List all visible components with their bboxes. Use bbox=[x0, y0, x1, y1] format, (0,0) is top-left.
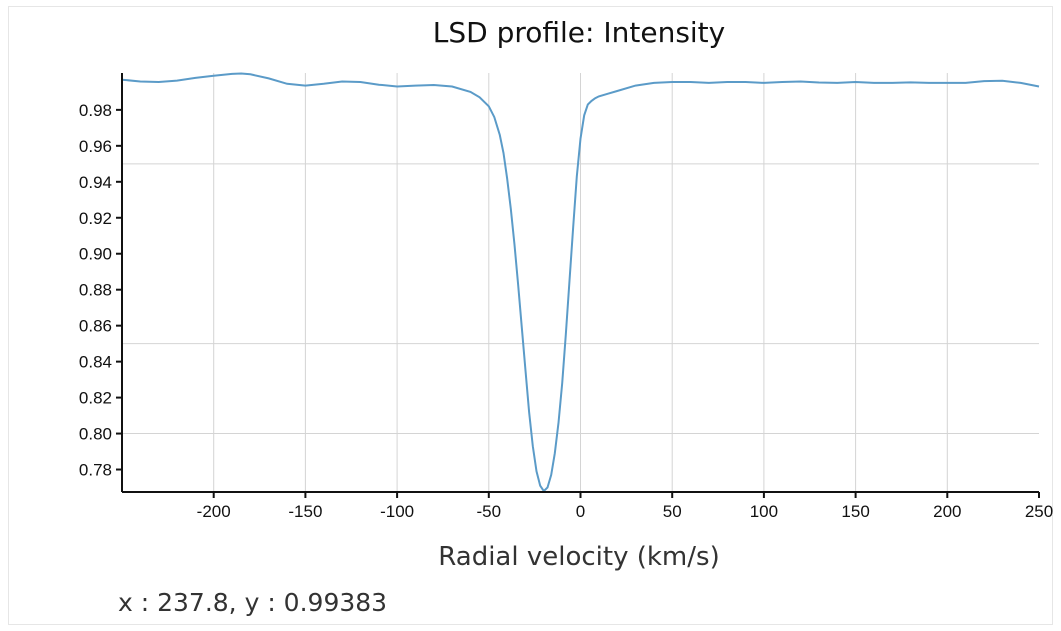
y-tick-label: 0.78 bbox=[79, 461, 112, 480]
y-tick-label: 0.92 bbox=[79, 209, 112, 228]
cursor-coordinate-readout: x : 237.8, y : 0.99383 bbox=[118, 588, 388, 617]
x-tick-label: -50 bbox=[477, 502, 502, 521]
x-tick-label: 0 bbox=[576, 502, 585, 521]
x-axis-ticks: -200 -150 -100 -50 0 50 100 150 200 250 bbox=[197, 492, 1053, 521]
intensity-profile-line[interactable] bbox=[121, 72, 1040, 493]
x-tick-label: 200 bbox=[933, 502, 961, 521]
y-tick-label: 0.84 bbox=[79, 353, 112, 372]
y-tick-label: 0.86 bbox=[79, 317, 112, 336]
chart-frame: LSD profile: Intensity -200 -150 -100 -50 0 5… bbox=[8, 6, 1053, 625]
chart-title: LSD profile: Intensity bbox=[433, 16, 725, 49]
y-tick-label: 0.80 bbox=[79, 425, 112, 444]
x-tick-label: -200 bbox=[197, 502, 231, 521]
y-tick-label: 0.90 bbox=[79, 245, 112, 264]
grid-lines bbox=[122, 73, 1039, 492]
line-chart[interactable]: LSD profile: Intensity -200 -150 -100 -50 0 5… bbox=[9, 7, 1054, 626]
y-tick-label: 0.88 bbox=[79, 281, 112, 300]
x-tick-label: -150 bbox=[288, 502, 322, 521]
y-axis-ticks: 0.78 0.80 0.82 0.84 0.86 0.88 0.90 0.92 0.94 0.96… bbox=[79, 101, 122, 480]
x-tick-label: 100 bbox=[750, 502, 778, 521]
x-axis-label: Radial velocity (km/s) bbox=[438, 542, 719, 572]
x-tick-label: 150 bbox=[841, 502, 869, 521]
y-tick-label: 0.94 bbox=[79, 173, 112, 192]
y-tick-label: 0.82 bbox=[79, 389, 112, 408]
x-tick-label: -100 bbox=[380, 502, 414, 521]
y-tick-label: 0.96 bbox=[79, 137, 112, 156]
series-layer bbox=[121, 72, 1040, 493]
x-tick-label: 250 bbox=[1025, 502, 1053, 521]
y-tick-label: 0.98 bbox=[79, 101, 112, 120]
x-tick-label: 50 bbox=[663, 502, 682, 521]
